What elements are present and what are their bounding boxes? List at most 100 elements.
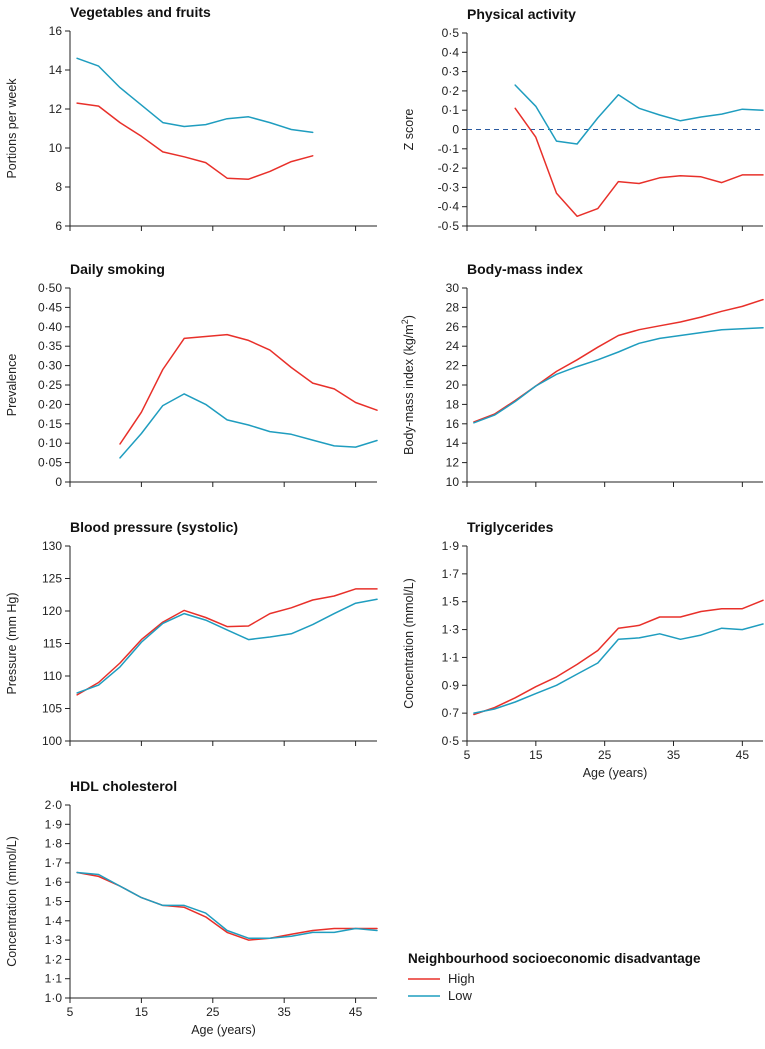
y-tick-label: 0·05	[38, 456, 62, 470]
y-tick-label: 0·50	[38, 281, 62, 295]
y-tick-label: -0·3	[438, 180, 460, 194]
y-axis-label: Concentration (mmol/L)	[402, 578, 416, 709]
y-tick-label: 1·9	[45, 817, 63, 831]
y-tick-label: 1·7	[442, 567, 460, 581]
series-line-low	[76, 871, 378, 939]
x-tick-label: 15	[135, 1005, 149, 1019]
y-axis-label: Portions per week	[5, 78, 19, 179]
y-tick-label: -0·1	[438, 142, 460, 156]
y-tick-label: 12	[49, 102, 63, 116]
series-line-low	[473, 623, 764, 714]
y-tick-label: -0·4	[438, 200, 460, 214]
y-tick-label: 28	[446, 300, 460, 314]
y-tick-label: 0·9	[442, 678, 460, 692]
legend-title: Neighbourhood socioeconomic disadvantage	[408, 951, 701, 966]
series-line-high	[76, 102, 314, 180]
x-tick-label: 45	[349, 1005, 363, 1019]
x-tick-label: 5	[67, 1005, 74, 1019]
chart-panel: Physical activity -0·5 -0·4 -0·3 -0·2 -0·1 0 0·…	[402, 6, 764, 233]
y-tick-label: 0·40	[38, 320, 62, 334]
series-line-high	[473, 298, 764, 423]
y-tick-label: -0·5	[438, 219, 460, 233]
series-line-low	[76, 57, 314, 134]
y-tick-label: 1·7	[45, 856, 63, 870]
y-tick-label: 1·2	[45, 952, 63, 966]
series-line-high	[473, 599, 764, 716]
y-tick-label: 14	[49, 63, 63, 77]
panel-title: Vegetables and fruits	[70, 4, 211, 20]
x-tick-label: 35	[278, 1005, 292, 1019]
series-line-low	[76, 598, 378, 694]
chart-panel: HDL cholesterol 1·0 1·1 1·2 1·3 1·4 1·5 1·6 1·7 1…	[5, 778, 378, 1037]
y-axis-label: Prevalence	[5, 354, 19, 417]
x-tick-label: 25	[206, 1005, 220, 1019]
y-tick-label: 1·6	[45, 875, 63, 889]
panel-title: HDL cholesterol	[70, 778, 177, 794]
y-tick-label: 1·0	[45, 991, 63, 1005]
y-tick-label: 0·35	[38, 339, 62, 353]
y-tick-label: 0·1	[442, 103, 460, 117]
panel-title: Physical activity	[467, 6, 576, 22]
y-tick-label: 0·7	[442, 706, 460, 720]
y-tick-label: 1·1	[45, 972, 63, 986]
y-tick-label: 10	[446, 475, 460, 489]
y-tick-label: 20	[446, 378, 460, 392]
y-tick-label: 0	[452, 123, 459, 137]
y-tick-label: 100	[42, 734, 62, 748]
y-tick-label: 1·1	[442, 650, 460, 664]
y-tick-label: 22	[446, 359, 460, 373]
panel-title: Blood pressure (systolic)	[70, 519, 238, 535]
chart-panel: Daily smoking 0 0·05 0·10 0·15 0·20 0·25 0·30 0·…	[5, 261, 378, 489]
y-tick-label: 1·5	[442, 595, 460, 609]
series-line-high	[514, 107, 764, 218]
y-tick-label: 1·4	[45, 914, 63, 928]
chart-panels: Vegetables and fruits 6 8 10 12 14 16 Portions …	[5, 4, 764, 1037]
y-tick-label: 0	[55, 475, 62, 489]
series-line-high	[119, 333, 378, 445]
series-line-high	[76, 588, 378, 696]
y-tick-label: 6	[55, 219, 62, 233]
y-tick-label: 1·5	[45, 895, 63, 909]
chart-panel: Vegetables and fruits 6 8 10 12 14 16 Portions …	[5, 4, 377, 233]
y-tick-label: 0·15	[38, 417, 62, 431]
panel-title: Daily smoking	[70, 261, 165, 277]
y-tick-label: 18	[446, 397, 460, 411]
y-tick-label: 2·0	[45, 798, 63, 812]
y-axis-label: Pressure (mm Hg)	[5, 592, 19, 694]
x-axis-label: Age (years)	[583, 766, 648, 780]
legend-label-high: High	[448, 971, 475, 986]
x-tick-label: 35	[667, 748, 681, 762]
x-tick-label: 15	[529, 748, 543, 762]
legend-label-low: Low	[448, 988, 472, 1003]
y-tick-label: 0·25	[38, 378, 62, 392]
x-axis-label: Age (years)	[191, 1023, 256, 1037]
y-axis-label: Concentration (mmol/L)	[5, 836, 19, 967]
y-tick-label: 14	[446, 436, 460, 450]
y-tick-label: 115	[43, 637, 62, 651]
y-axis-label: Body-mass index (kg/m2)	[400, 315, 416, 455]
y-tick-label: 0·2	[442, 84, 460, 98]
y-tick-label: 16	[49, 24, 63, 38]
y-axis-label: Z score	[402, 109, 416, 151]
x-tick-label: 45	[736, 748, 750, 762]
chart-panel: Body-mass index 10 12 14 16 18 20 22 24 26 28 30 Bod…	[400, 261, 764, 489]
y-tick-label: 30	[446, 281, 460, 295]
y-tick-label: 0·10	[38, 436, 62, 450]
y-tick-label: 0·4	[442, 45, 460, 59]
y-tick-label: 105	[42, 702, 62, 716]
series-line-low	[473, 327, 764, 424]
y-tick-label: 0·5	[442, 734, 460, 748]
y-tick-label: 1·9	[442, 539, 460, 553]
y-tick-label: 1·3	[442, 623, 460, 637]
x-tick-label: 25	[598, 748, 612, 762]
y-tick-label: 16	[446, 417, 460, 431]
y-tick-label: 1·8	[45, 837, 63, 851]
panel-title: Body-mass index	[467, 261, 583, 277]
y-tick-label: 10	[49, 141, 63, 155]
y-tick-label: 110	[43, 669, 62, 683]
legend: Neighbourhood socioeconomic disadvantage…	[408, 951, 701, 1003]
series-line-low	[514, 84, 764, 145]
x-tick-label: 5	[464, 748, 471, 762]
y-tick-label: 125	[42, 572, 62, 586]
